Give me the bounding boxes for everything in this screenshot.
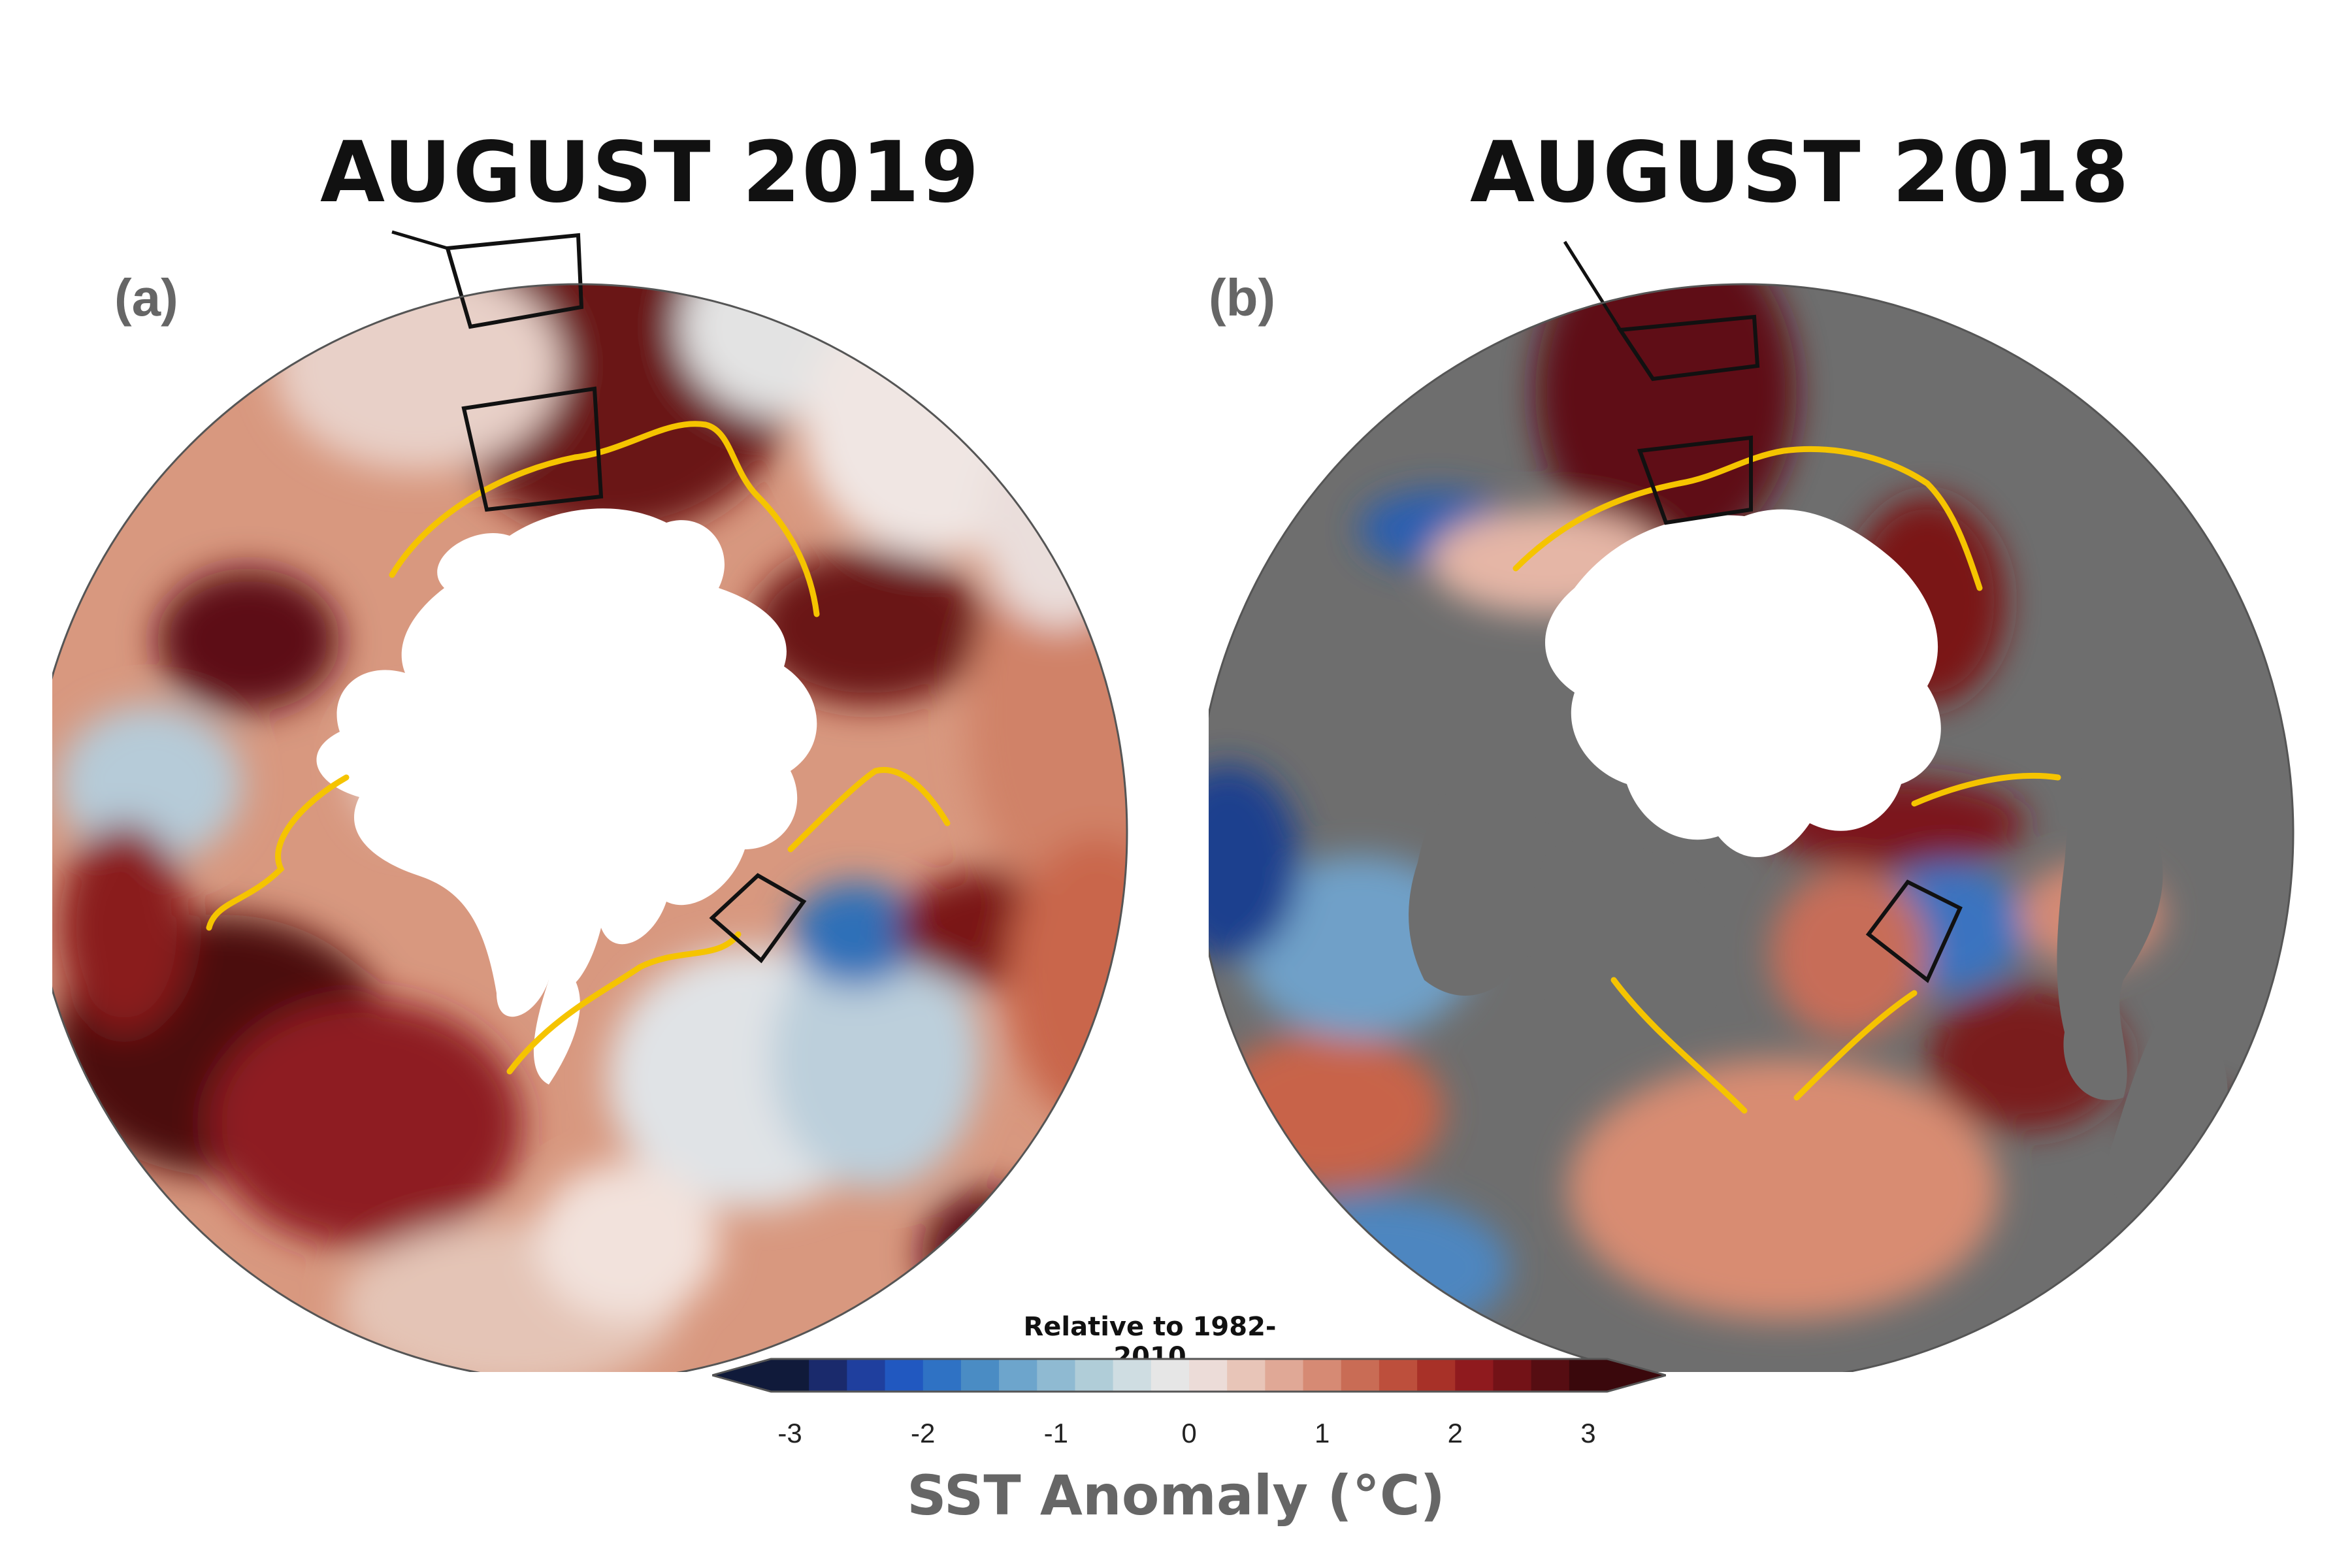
- colorbar-tick-label: 0: [1181, 1418, 1197, 1448]
- colorbar-label: SST Anomaly (°C): [907, 1463, 1445, 1527]
- colorbar-swatch: [1531, 1359, 1570, 1392]
- colorbar-swatch: [1569, 1359, 1608, 1392]
- panel-a-map: [52, 230, 1128, 1372]
- colorbar-swatch: [847, 1359, 886, 1392]
- colorbar-swatch: [1075, 1359, 1114, 1392]
- colorbar-tick-label: -1: [1043, 1418, 1069, 1448]
- colorbar-swatch: [1303, 1359, 1342, 1392]
- colorbar-swatch: [1493, 1359, 1532, 1392]
- colorbar-tick-label: 2: [1447, 1418, 1463, 1448]
- colorbar-swatch: [923, 1359, 962, 1392]
- colorbar: [712, 1358, 1666, 1393]
- colorbar-swatch: [1151, 1359, 1190, 1392]
- colorbar-tick-label: -2: [911, 1418, 936, 1448]
- colorbar-swatch: [999, 1359, 1037, 1392]
- colorbar-swatch: [809, 1359, 847, 1392]
- colorbar-swatch: [1455, 1359, 1494, 1392]
- colorbar-swatch: [1189, 1359, 1228, 1392]
- colorbar-swatch: [1379, 1359, 1418, 1392]
- colorbar-swatch: [1113, 1359, 1152, 1392]
- colorbar-swatch: [1265, 1359, 1304, 1392]
- colorbar-outline: [712, 1358, 1666, 1393]
- colorbar-tick-label: -3: [777, 1418, 802, 1448]
- colorbar-swatch: [771, 1359, 809, 1392]
- colorbar-swatch: [1037, 1359, 1075, 1392]
- colorbar-swatch: [960, 1359, 1000, 1392]
- panel-a-label: (a): [114, 269, 178, 327]
- panel-a-title: AUGUST 2019: [320, 124, 981, 221]
- colorbar-swatch: [885, 1359, 924, 1392]
- colorbar-tick-label: 1: [1314, 1418, 1330, 1448]
- panel-b-map: [1209, 240, 2295, 1372]
- panel-b-label: (b): [1209, 269, 1276, 327]
- panel-b-title: AUGUST 2018: [1470, 124, 2131, 221]
- colorbar-swatch: [1417, 1359, 1456, 1392]
- colorbar-tick-label: 3: [1580, 1418, 1596, 1448]
- colorbar-swatch: [1227, 1359, 1266, 1392]
- colorbar-swatch: [1341, 1359, 1380, 1392]
- colorbar-arrow-low: [712, 1359, 771, 1392]
- colorbar-arrow-high: [1607, 1359, 1666, 1392]
